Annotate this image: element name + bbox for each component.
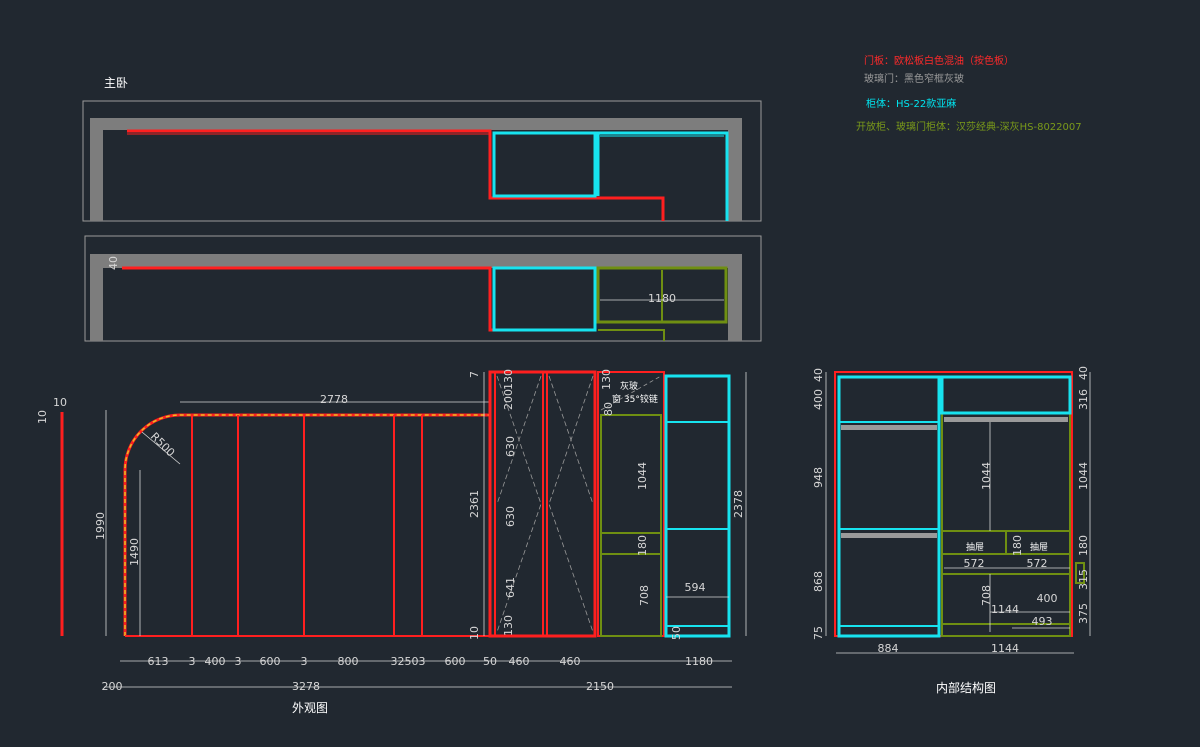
int-v868: 868 — [812, 571, 825, 592]
bottom-dim-1: 3 — [189, 655, 196, 668]
bottom-dim-5: 3 — [301, 655, 308, 668]
legend-door-panel: 门板：欧松板白色混油（按色板） — [864, 54, 1014, 67]
elev-note-line1: 灰玻 — [620, 380, 638, 392]
elev-v630b: 630 — [504, 506, 517, 527]
int-v375: 375 — [1077, 603, 1090, 624]
elev-v641: 641 — [504, 577, 517, 598]
legend: 门板：欧松板白色混油（按色板） 玻璃门：黑色窄框灰玻 柜体：HS-22款亚麻 开… — [856, 54, 1082, 133]
elev-v130-bot: 130 — [502, 615, 515, 636]
legend-open-cabinet: 开放柜、玻璃门柜体：汉莎经典-深灰HS-8022007 — [856, 120, 1082, 133]
elev-height-total: 1990 — [94, 512, 107, 540]
elev-note-line2: 窗 35°铰链 — [612, 393, 658, 405]
bottom-dim-6: 800 — [338, 655, 359, 668]
int-w493: 493 — [1032, 615, 1053, 628]
legend-glass-door: 玻璃门：黑色窄框灰玻 — [864, 72, 964, 85]
bottom-dim-11: 50 — [483, 655, 497, 668]
int-v315: 315 — [1077, 569, 1090, 590]
elev-v80: 80 — [602, 402, 615, 416]
int-v708: 708 — [980, 585, 993, 606]
bottom-dim-3: 3 — [235, 655, 242, 668]
bottom-dim-4: 600 — [260, 655, 281, 668]
int-v75: 75 — [812, 626, 825, 640]
elev-v7: 7 — [468, 371, 481, 378]
elev-overall-dims: 200 3278 2150 — [102, 680, 615, 693]
elev-top-offset: 10 — [36, 410, 49, 424]
overall-dim-2: 2150 — [586, 680, 614, 693]
int-w400: 400 — [1037, 592, 1058, 605]
bottom-dim-12: 460 — [509, 655, 530, 668]
int-v180r: 180 — [1077, 535, 1090, 556]
elev-v130-top: 130 — [502, 369, 515, 390]
int-w1144a: 1144 — [991, 603, 1019, 616]
int-v40l: 40 — [812, 368, 825, 382]
bottom-dim-2: 400 — [205, 655, 226, 668]
interior-title: 内部结构图 — [936, 680, 996, 695]
elev-top-length: 2778 — [320, 393, 348, 406]
int-v40r: 40 — [1077, 366, 1090, 380]
elev-v594: 594 — [685, 581, 706, 594]
int-v1044: 1044 — [980, 462, 993, 490]
plan-width-label: 1180 — [648, 292, 676, 305]
bottom-dim-9: 3 — [419, 655, 426, 668]
elev-door-height: 2361 — [468, 490, 481, 518]
plan-view-carcass: 1180 40 — [84, 235, 762, 342]
elev-radius: R500 — [148, 430, 177, 459]
int-w572b: 572 — [1027, 557, 1048, 570]
int-v316: 316 — [1077, 389, 1090, 410]
elev-v130-r: 130 — [600, 369, 613, 390]
plan-view-door — [82, 100, 762, 222]
int-v1044r: 1044 — [1077, 462, 1090, 490]
int-v948: 948 — [812, 467, 825, 488]
elev-v180: 180 — [636, 535, 649, 556]
elev-v2378: 2378 — [732, 490, 745, 518]
room-title: 主卧 — [104, 76, 128, 90]
bottom-dim-10: 600 — [445, 655, 466, 668]
overall-dim-1: 3278 — [292, 680, 320, 693]
int-drawer-a: 抽屉 — [966, 541, 984, 553]
interior-view: 40 400 948 868 75 1044 180 708 40 316 10… — [812, 366, 1091, 695]
bottom-dim-14: 1180 — [685, 655, 713, 668]
legend-carcass: 柜体：HS-22款亚麻 — [866, 97, 956, 110]
int-w572a: 572 — [964, 557, 985, 570]
elev-v708: 708 — [638, 585, 651, 606]
bottom-dim-13: 460 — [560, 655, 581, 668]
elev-v50: 50 — [670, 626, 683, 640]
plan-depth-label: 40 — [107, 256, 120, 270]
elev-top-offset2: 10 — [53, 396, 67, 409]
elevation-view: 10 10 1990 1490 R500 2778 — [36, 369, 747, 715]
int-v400: 400 — [812, 389, 825, 410]
elev-arc-height: 1490 — [128, 538, 141, 566]
elev-v630a: 630 — [504, 436, 517, 457]
elev-v200: 200 — [502, 389, 515, 410]
int-drawer-b: 抽屉 — [1030, 541, 1048, 553]
bottom-dim-7: 3 — [391, 655, 398, 668]
int-v180: 180 — [1011, 535, 1024, 556]
int-w884: 884 — [878, 642, 899, 655]
elev-v10-bot: 10 — [468, 626, 481, 640]
int-w1144: 1144 — [991, 642, 1019, 655]
bottom-dim-0: 613 — [148, 655, 169, 668]
elevation-title: 外观图 — [292, 701, 328, 715]
overall-dim-0: 200 — [102, 680, 123, 693]
elev-v1044: 1044 — [636, 462, 649, 490]
bottom-dim-8: 250 — [398, 655, 419, 668]
elev-bottom-dims: 613 3 400 3 600 3 800 3 250 3 600 50 460 460 1180 — [148, 655, 714, 668]
